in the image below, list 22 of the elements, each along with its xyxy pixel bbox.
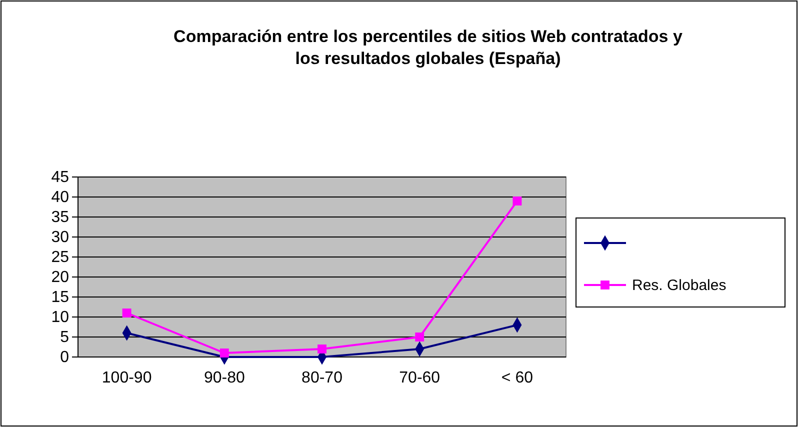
y-tick-label: 25 — [51, 249, 70, 266]
y-tick-label: 45 — [51, 169, 70, 186]
y-tick-label: 35 — [51, 209, 70, 226]
y-tick-label: 5 — [60, 329, 70, 346]
x-tick-label: 100-90 — [102, 369, 152, 386]
point — [220, 348, 229, 358]
y-tick-label: 30 — [51, 229, 70, 246]
legend-label: Res. Globales — [632, 277, 726, 294]
y-tick-label: 10 — [51, 309, 70, 326]
x-tick-label: 70-60 — [399, 369, 440, 386]
y-tick-label: 40 — [51, 189, 70, 206]
y-tick-label: 15 — [51, 289, 70, 306]
y-tick-label: 0 — [60, 349, 70, 366]
x-tick-label: < 60 — [501, 369, 534, 386]
point — [318, 344, 326, 354]
point — [512, 196, 522, 206]
y-tick-label: 20 — [51, 269, 70, 286]
point — [122, 308, 132, 318]
x-tick-label: 90-80 — [204, 369, 245, 386]
point — [415, 332, 424, 342]
chart-title: Comparación entre los percentiles de sitios Web contratados y los resultados globales (España) — [174, 27, 683, 68]
x-tick-label: 80-70 — [302, 369, 343, 386]
